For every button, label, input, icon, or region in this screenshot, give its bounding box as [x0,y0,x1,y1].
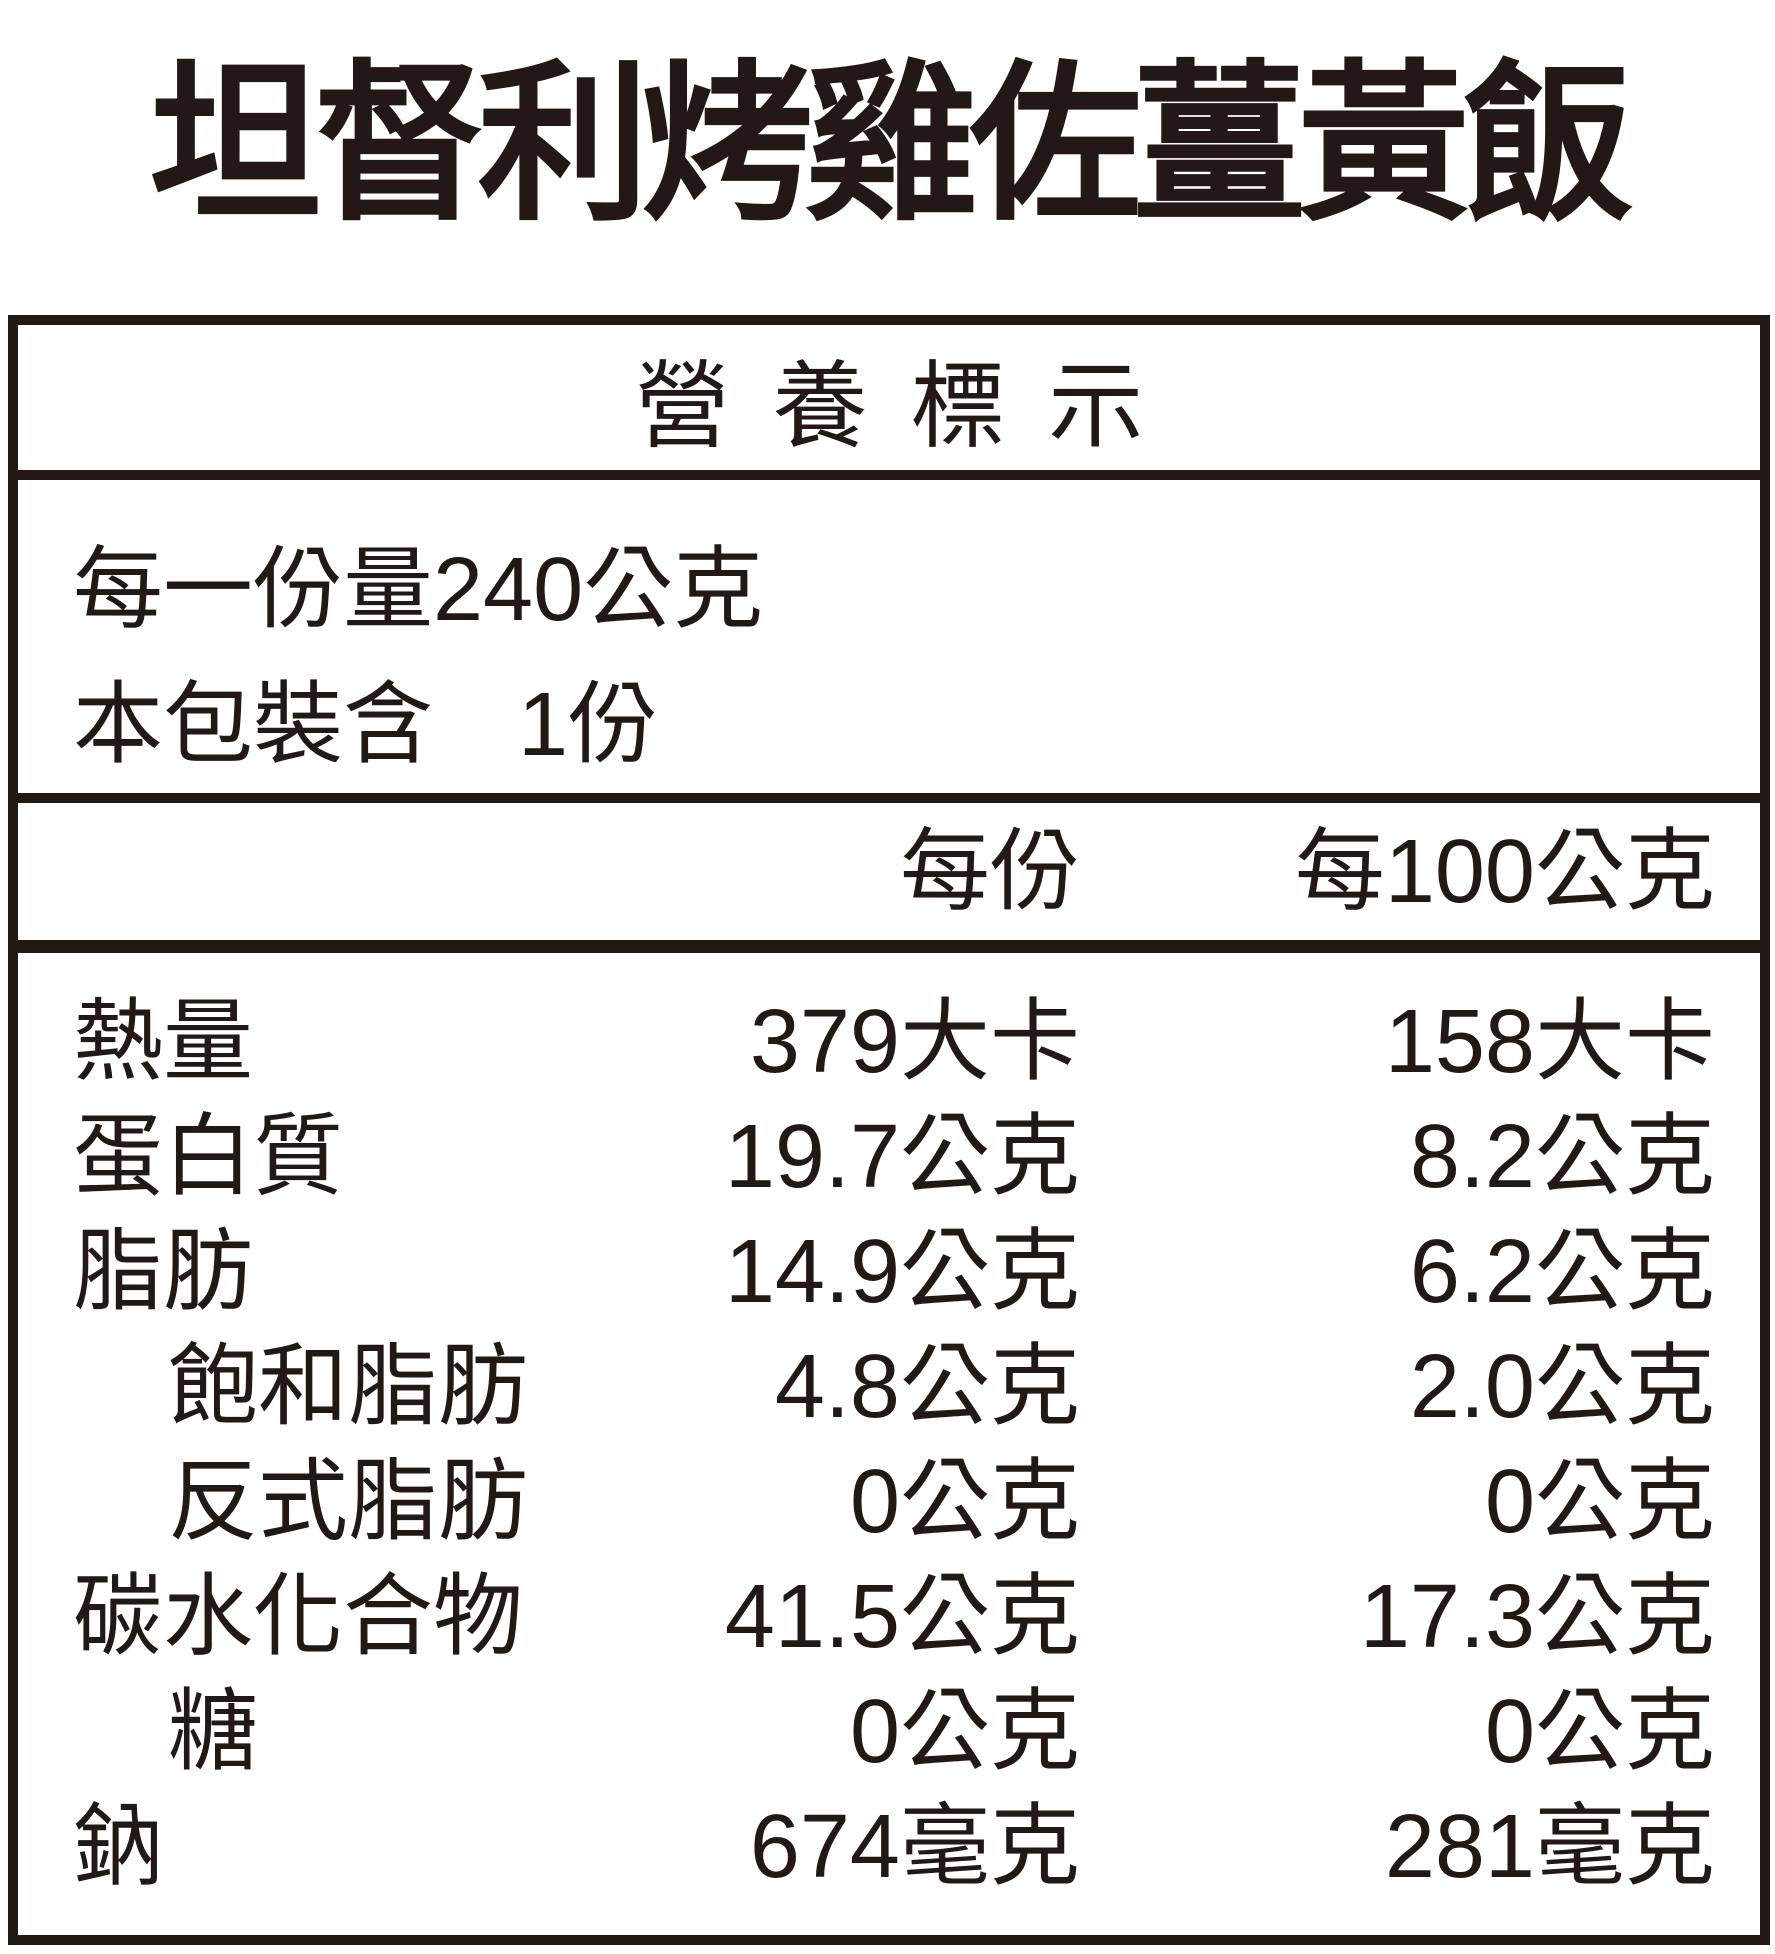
nutrition-facts-header-section: 營養標示 [18,325,1760,480]
table-row: 碳水化合物 41.5公克 17.3公克 [18,1559,1760,1674]
table-row: 糖 0公克 0公克 [18,1674,1760,1789]
table-row: 熱量 379大卡 158大卡 [18,984,1760,1099]
servings-per-package-value: 1份 [518,675,659,775]
per-serving-value: 14.9公克 [724,1221,1080,1322]
title-bar: 坦督利烤雞佐薑黃飯 [0,0,1775,290]
table-row: 反式脂肪 0公克 0公克 [18,1444,1760,1559]
serving-info-section: 每一份量240公克 本包裝含 1份 [18,480,1760,803]
column-header-per-100g: 每100公克 [1294,821,1715,922]
per-100g-value: 0公克 [1484,1451,1715,1552]
nutrient-name: 飽和脂肪 [168,1336,528,1437]
serving-size-line: 每一份量240公克 [73,545,1760,635]
nutrient-rows-section: 熱量 379大卡 158大卡 蛋白質 19.7公克 8.2公克 脂肪 14.9公… [18,940,1760,1935]
table-row: 蛋白質 19.7公克 8.2公克 [18,1099,1760,1214]
nutrient-name: 脂肪 [73,1221,253,1322]
serving-size-value: 240公克 [433,540,764,640]
per-serving-value: 19.7公克 [724,1106,1080,1207]
column-header-section: 每份 每100公克 [18,803,1760,940]
per-100g-value: 6.2公克 [1409,1221,1715,1322]
column-header-row: 每份 每100公克 [18,803,1760,940]
per-100g-value: 17.3公克 [1359,1566,1715,1667]
per-serving-value: 0公克 [849,1451,1080,1552]
table-row: 鈉 674毫克 281毫克 [18,1789,1760,1904]
servings-per-package-line: 本包裝含 1份 [73,680,1760,770]
servings-per-package-label: 本包裝含 [73,675,433,775]
nutrient-name: 蛋白質 [73,1106,343,1207]
serving-size-label: 每一份量 [73,540,433,640]
per-100g-value: 281毫克 [1384,1796,1715,1897]
per-100g-value: 0公克 [1484,1681,1715,1782]
column-header-per-serving: 每份 [900,821,1080,922]
nutrient-name: 糖 [168,1681,258,1782]
per-serving-value: 41.5公克 [724,1566,1080,1667]
nutrient-name: 碳水化合物 [73,1566,523,1667]
nutrient-name: 熱量 [73,991,253,1092]
per-100g-value: 8.2公克 [1409,1106,1715,1207]
nutrition-facts-table: 營養標示 每一份量240公克 本包裝含 1份 每份 每100公克 熱量 379大卡 [8,315,1770,1945]
per-100g-value: 158大卡 [1384,991,1715,1092]
per-100g-value: 2.0公克 [1409,1336,1715,1437]
product-title: 坦督利烤雞佐薑黃飯 [149,49,1634,241]
table-row: 飽和脂肪 4.8公克 2.0公克 [18,1329,1760,1444]
per-serving-value: 674毫克 [749,1796,1080,1897]
table-row: 脂肪 14.9公克 6.2公克 [18,1214,1760,1329]
nutrient-name: 鈉 [73,1796,163,1897]
per-serving-value: 4.8公克 [774,1336,1080,1437]
per-serving-value: 0公克 [849,1681,1080,1782]
nutrient-name: 反式脂肪 [168,1451,528,1552]
per-serving-value: 379大卡 [749,991,1080,1092]
nutrition-facts-heading: 營養標示 [634,354,1186,460]
